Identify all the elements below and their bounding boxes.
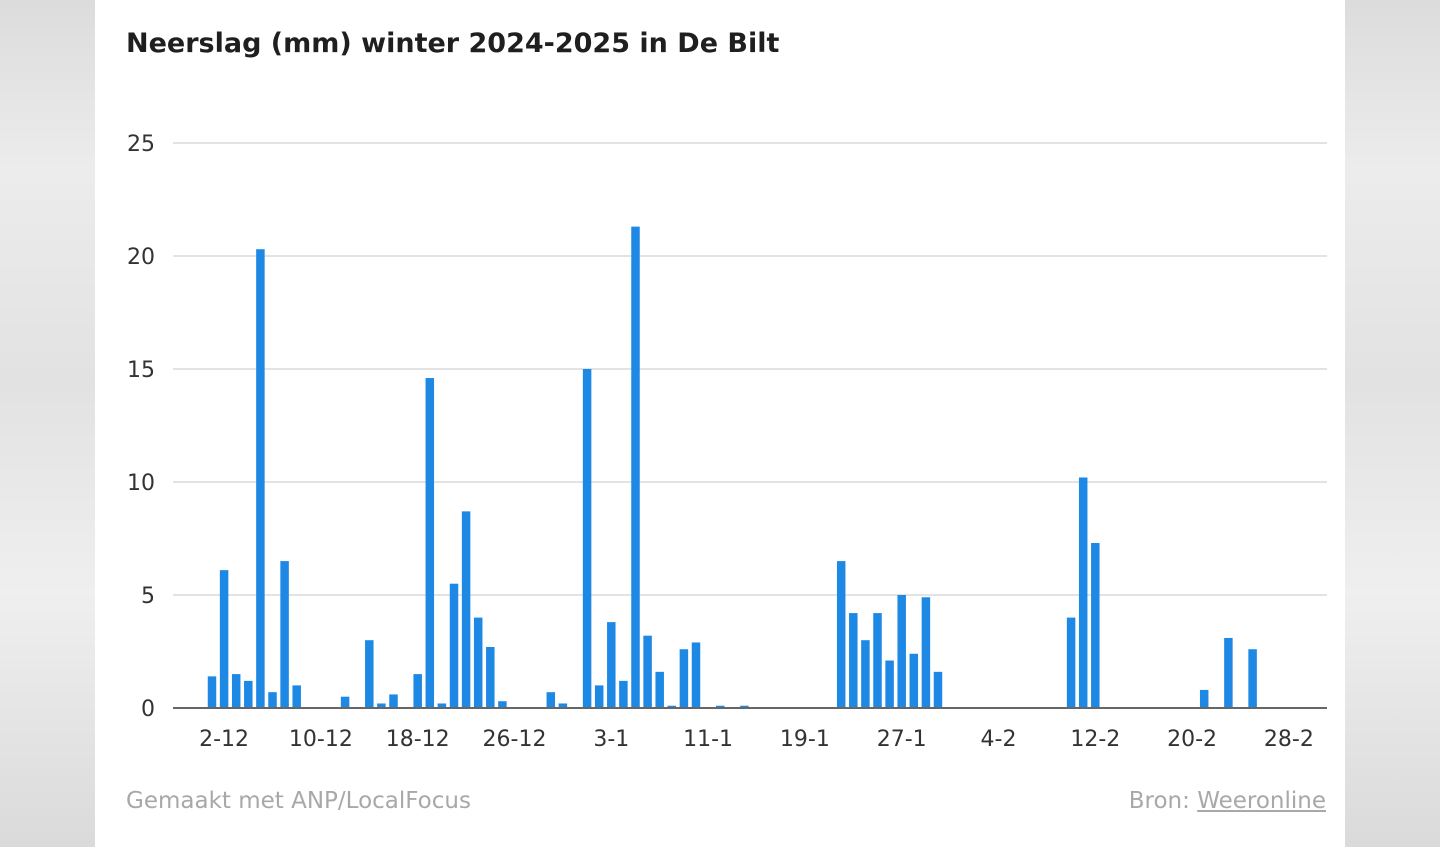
bar: [231, 674, 241, 708]
bar: [691, 642, 701, 708]
x-tick-label: 2-12: [199, 727, 249, 752]
bar: [498, 701, 507, 708]
chart-card: Neerslag (mm) winter 2024-2025 in De Bil…: [95, 0, 1345, 847]
x-tick-label: 20-2: [1167, 727, 1217, 752]
bar: [873, 613, 882, 708]
bar: [655, 671, 664, 708]
bar: [389, 694, 398, 708]
background-left: [0, 0, 95, 847]
bar: [1248, 649, 1257, 708]
bar: [1078, 477, 1088, 708]
credit-text: Gemaakt met ANP/LocalFocus: [126, 788, 471, 814]
x-tick-label: 28-2: [1264, 727, 1314, 752]
y-tick-label: 0: [141, 697, 155, 722]
bar: [340, 696, 350, 708]
gridlines: [173, 142, 1327, 596]
x-tick-label: 26-12: [483, 727, 547, 752]
x-tick-label: 12-2: [1070, 727, 1120, 752]
x-axis-ticks: 2-12 10-12 18-12 26-12 3-1 11-1 19-1 27-1 4-2 12-…: [199, 727, 1314, 752]
bar: [909, 653, 919, 708]
bar: [486, 646, 495, 708]
source-label: Bron:: [1128, 788, 1190, 814]
background-right: [1345, 0, 1440, 847]
x-tick-label: 27-1: [877, 727, 927, 752]
x-tick-label: 19-1: [780, 727, 830, 752]
bar: [437, 703, 447, 708]
bar: [897, 595, 906, 708]
x-tick-label: 4-2: [981, 727, 1017, 752]
y-axis-ticks: 0 5 10 15 20 25: [127, 132, 155, 722]
bar: [219, 570, 229, 708]
bar: [933, 671, 943, 708]
chart-title: Neerslag (mm) winter 2024-2025 in De Bil…: [126, 28, 780, 59]
bar: [365, 640, 374, 708]
bar: [558, 703, 568, 708]
x-tick-label: 3-1: [593, 727, 629, 752]
bar: [836, 561, 846, 708]
y-tick-label: 15: [127, 358, 155, 383]
y-tick-label: 10: [127, 471, 155, 496]
bar: [643, 635, 652, 708]
bar: [473, 617, 483, 708]
y-tick-label: 25: [127, 132, 155, 157]
bar: [619, 680, 628, 708]
x-tick-label: 10-12: [289, 727, 353, 752]
bar: [268, 692, 277, 708]
bar-chart: 0 5 10 15 20 25 2-12 10-12 18-12 26-12 3-1 11-1 19-…: [127, 132, 1327, 752]
source-line: Bron: Weeronline: [1129, 788, 1326, 814]
bar: [425, 378, 435, 708]
bar: [594, 685, 604, 708]
x-tick-label: 11-1: [683, 727, 733, 752]
bar: [885, 660, 894, 708]
y-tick-label: 5: [141, 584, 155, 609]
bar: [207, 676, 217, 708]
bar: [546, 692, 556, 708]
bar: [582, 369, 592, 708]
bar: [849, 613, 858, 708]
bar: [715, 705, 725, 708]
bar: [377, 703, 386, 708]
bar: [1066, 617, 1076, 708]
x-tick-label: 18-12: [386, 727, 450, 752]
source-link[interactable]: Weeronline: [1197, 788, 1326, 814]
bar: [667, 705, 677, 708]
bar: [461, 511, 471, 708]
y-tick-label: 20: [127, 245, 155, 270]
bar: [1091, 543, 1100, 708]
bar: [607, 622, 616, 708]
bar: [921, 597, 931, 708]
bar: [292, 685, 301, 708]
bar: [280, 561, 289, 708]
bar: [740, 705, 749, 708]
bar: [244, 680, 253, 708]
bar: [413, 674, 422, 708]
bar: [861, 640, 870, 708]
bar: [256, 249, 265, 708]
bar: [631, 226, 640, 708]
bars: [207, 226, 1257, 708]
bar: [1224, 637, 1233, 708]
bar: [449, 583, 459, 708]
bar: [1199, 689, 1209, 708]
bar: [679, 649, 689, 708]
